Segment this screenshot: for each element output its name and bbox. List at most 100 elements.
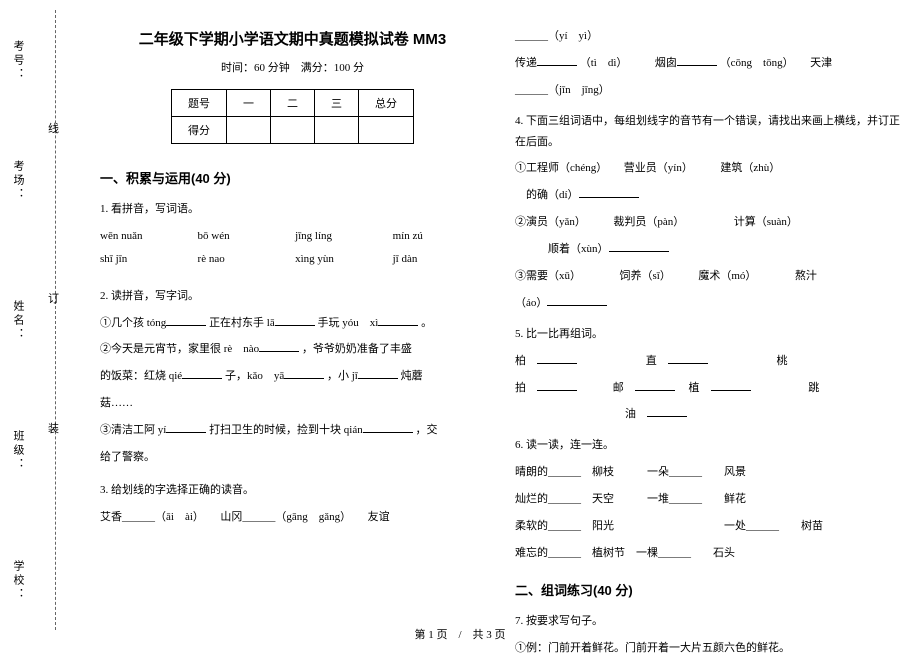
blank	[547, 294, 607, 306]
text: 直	[646, 355, 657, 367]
q2-line4: 菇……	[100, 393, 485, 414]
binding-mark-ding: 订	[48, 290, 59, 306]
q6-label: 6. 读一读，连一连。	[515, 435, 900, 456]
q1-label: 1. 看拼音，写词语。	[100, 199, 485, 220]
text: 传递	[515, 57, 537, 69]
binding-mark-zhuang: 装	[48, 420, 59, 436]
q6-l4: 难忘的______ 植树节 一棵______ 石头	[515, 543, 900, 564]
text: ，小 jī	[327, 370, 358, 382]
q4-g1a: ①工程师（chéng） 营业员（yín） 建筑（zhù）	[515, 158, 900, 179]
blank	[358, 367, 398, 379]
pinyin-cell: bō wén	[198, 226, 290, 247]
blank	[537, 54, 577, 66]
text: 子，kǎo yā	[225, 370, 284, 382]
q2-line3: 的饭菜：红烧 qié 子，kǎo yā ，小 jī 炖蘑	[100, 366, 485, 387]
text: 桃	[777, 355, 788, 367]
q4-g2a: ②演员（yǎn） 裁判员（pàn） 计算（suàn）	[515, 212, 900, 233]
text: （tì dì） 烟囱	[580, 57, 677, 69]
text: 邮	[613, 382, 624, 394]
td-label: 得分	[172, 117, 227, 144]
q3-line1: 艾香______（āi ài） 山冈______（gāng gǎng） 友谊	[100, 507, 485, 528]
pinyin-cell: wēn nuǎn	[100, 226, 192, 247]
blank	[166, 314, 206, 326]
blank	[711, 379, 751, 391]
blank	[579, 186, 639, 198]
text: ，爷爷奶奶准备了丰盛	[302, 343, 412, 355]
blank	[182, 367, 222, 379]
binding-label-examno: 考号：	[10, 40, 26, 82]
q6-l1: 晴朗的______ 柳枝 一朵______ 风景	[515, 462, 900, 483]
text: 炖蘑	[401, 370, 423, 382]
blank	[677, 54, 717, 66]
page-content: 二年级下学期小学语文期中真题模拟试卷 MM3 时间：60 分钟 满分：100 分…	[100, 20, 900, 665]
q6-l3: 柔软的______ 阳光 一处______ 树苗	[515, 516, 900, 537]
blank	[609, 240, 669, 252]
table-row: 得分	[172, 117, 414, 144]
text: 手玩 yóu xì	[318, 317, 379, 329]
text: （áo）	[515, 297, 547, 309]
q2-line1: ①几个孩 tóng 正在村东手 lā 手玩 yóu xì 。	[100, 313, 485, 334]
blank	[635, 379, 675, 391]
blank	[668, 352, 708, 364]
q2-label: 2. 读拼音，写字词。	[100, 286, 485, 307]
th-total: 总分	[359, 90, 414, 117]
text: 。	[421, 317, 432, 329]
binding-label-name: 姓名：	[10, 300, 26, 342]
pinyin-cell: jī dàn	[393, 249, 485, 270]
q5-r3: 油	[515, 404, 900, 425]
q5-r1: 柏 直 桃	[515, 351, 900, 372]
blank	[537, 352, 577, 364]
td-cell	[359, 117, 414, 144]
section-2-heading: 二、组词练习(40 分)	[515, 580, 900, 599]
blank	[647, 405, 687, 417]
blank	[275, 314, 315, 326]
text: ①几个孩 tóng	[100, 317, 166, 329]
text: 柏	[515, 355, 526, 367]
q2-line2: ②今天是元宵节，家里很 rè nào ，爷爷奶奶准备了丰盛	[100, 339, 485, 360]
q1-row1: wēn nuǎn bō wén jīng líng mín zú	[100, 226, 485, 247]
text: 打扫卫生的时候，捡到十块 qián	[209, 424, 363, 436]
blank	[537, 379, 577, 391]
pinyin-cell: rè nao	[198, 249, 290, 270]
th-1: 一	[227, 90, 271, 117]
pinyin-cell: shī jīn	[100, 249, 192, 270]
left-column: 二年级下学期小学语文期中真题模拟试卷 MM3 时间：60 分钟 满分：100 分…	[100, 20, 485, 665]
section-1-heading: 一、积累与运用(40 分)	[100, 168, 485, 187]
text: 的确（dí）	[515, 189, 579, 201]
cont-line3: ______（jīn jīng）	[515, 80, 900, 101]
q5-label: 5. 比一比再组词。	[515, 324, 900, 345]
blank	[284, 367, 324, 379]
binding-margin: 考号： 线 考场： 订 姓名： 装 班级： 学校：	[0, 0, 90, 650]
pinyin-cell: mín zú	[393, 226, 485, 247]
text: ②今天是元宵节，家里很 rè nào	[100, 343, 259, 355]
text: 顺着（xùn）	[515, 243, 609, 255]
exam-subtitle: 时间：60 分钟 满分：100 分	[100, 59, 485, 75]
binding-label-class: 班级：	[10, 430, 26, 472]
text: ③清洁工阿 yí	[100, 424, 166, 436]
text: 植	[689, 382, 700, 394]
th-label: 题号	[172, 90, 227, 117]
text: 的饭菜：红烧 qié	[100, 370, 182, 382]
q5-r2: 拍 邮 植 跳	[515, 378, 900, 399]
q3-label: 3. 给划线的字选择正确的读音。	[100, 480, 485, 501]
text: 拍	[515, 382, 526, 394]
binding-label-room: 考场：	[10, 160, 26, 202]
pinyin-cell: xìng yùn	[295, 249, 387, 270]
q4-label: 4. 下面三组词语中，每组划线字的音节有一个错误，请找出来画上横线，并订正在后面…	[515, 111, 900, 153]
q6-l2: 灿烂的______ 天空 一堆______ 鲜花	[515, 489, 900, 510]
cont-line1: ______（yí yì）	[515, 26, 900, 47]
binding-line	[55, 10, 56, 630]
text: 跳	[808, 382, 819, 394]
td-cell	[227, 117, 271, 144]
score-table: 题号 一 二 三 总分 得分	[171, 89, 414, 144]
binding-mark-xian: 线	[48, 120, 59, 136]
right-column: ______（yí yì） 传递 （tì dì） 烟囱 （cōng tōng） …	[515, 20, 900, 665]
td-cell	[315, 117, 359, 144]
text: 油	[625, 408, 636, 420]
q2-line6: 给了警察。	[100, 447, 485, 468]
q4-g3a: ③需要（xū） 饲养（sī） 魔术（mó） 熬汁	[515, 266, 900, 287]
table-row: 题号 一 二 三 总分	[172, 90, 414, 117]
blank	[259, 340, 299, 352]
td-cell	[271, 117, 315, 144]
q1-row2: shī jīn rè nao xìng yùn jī dàn	[100, 249, 485, 270]
